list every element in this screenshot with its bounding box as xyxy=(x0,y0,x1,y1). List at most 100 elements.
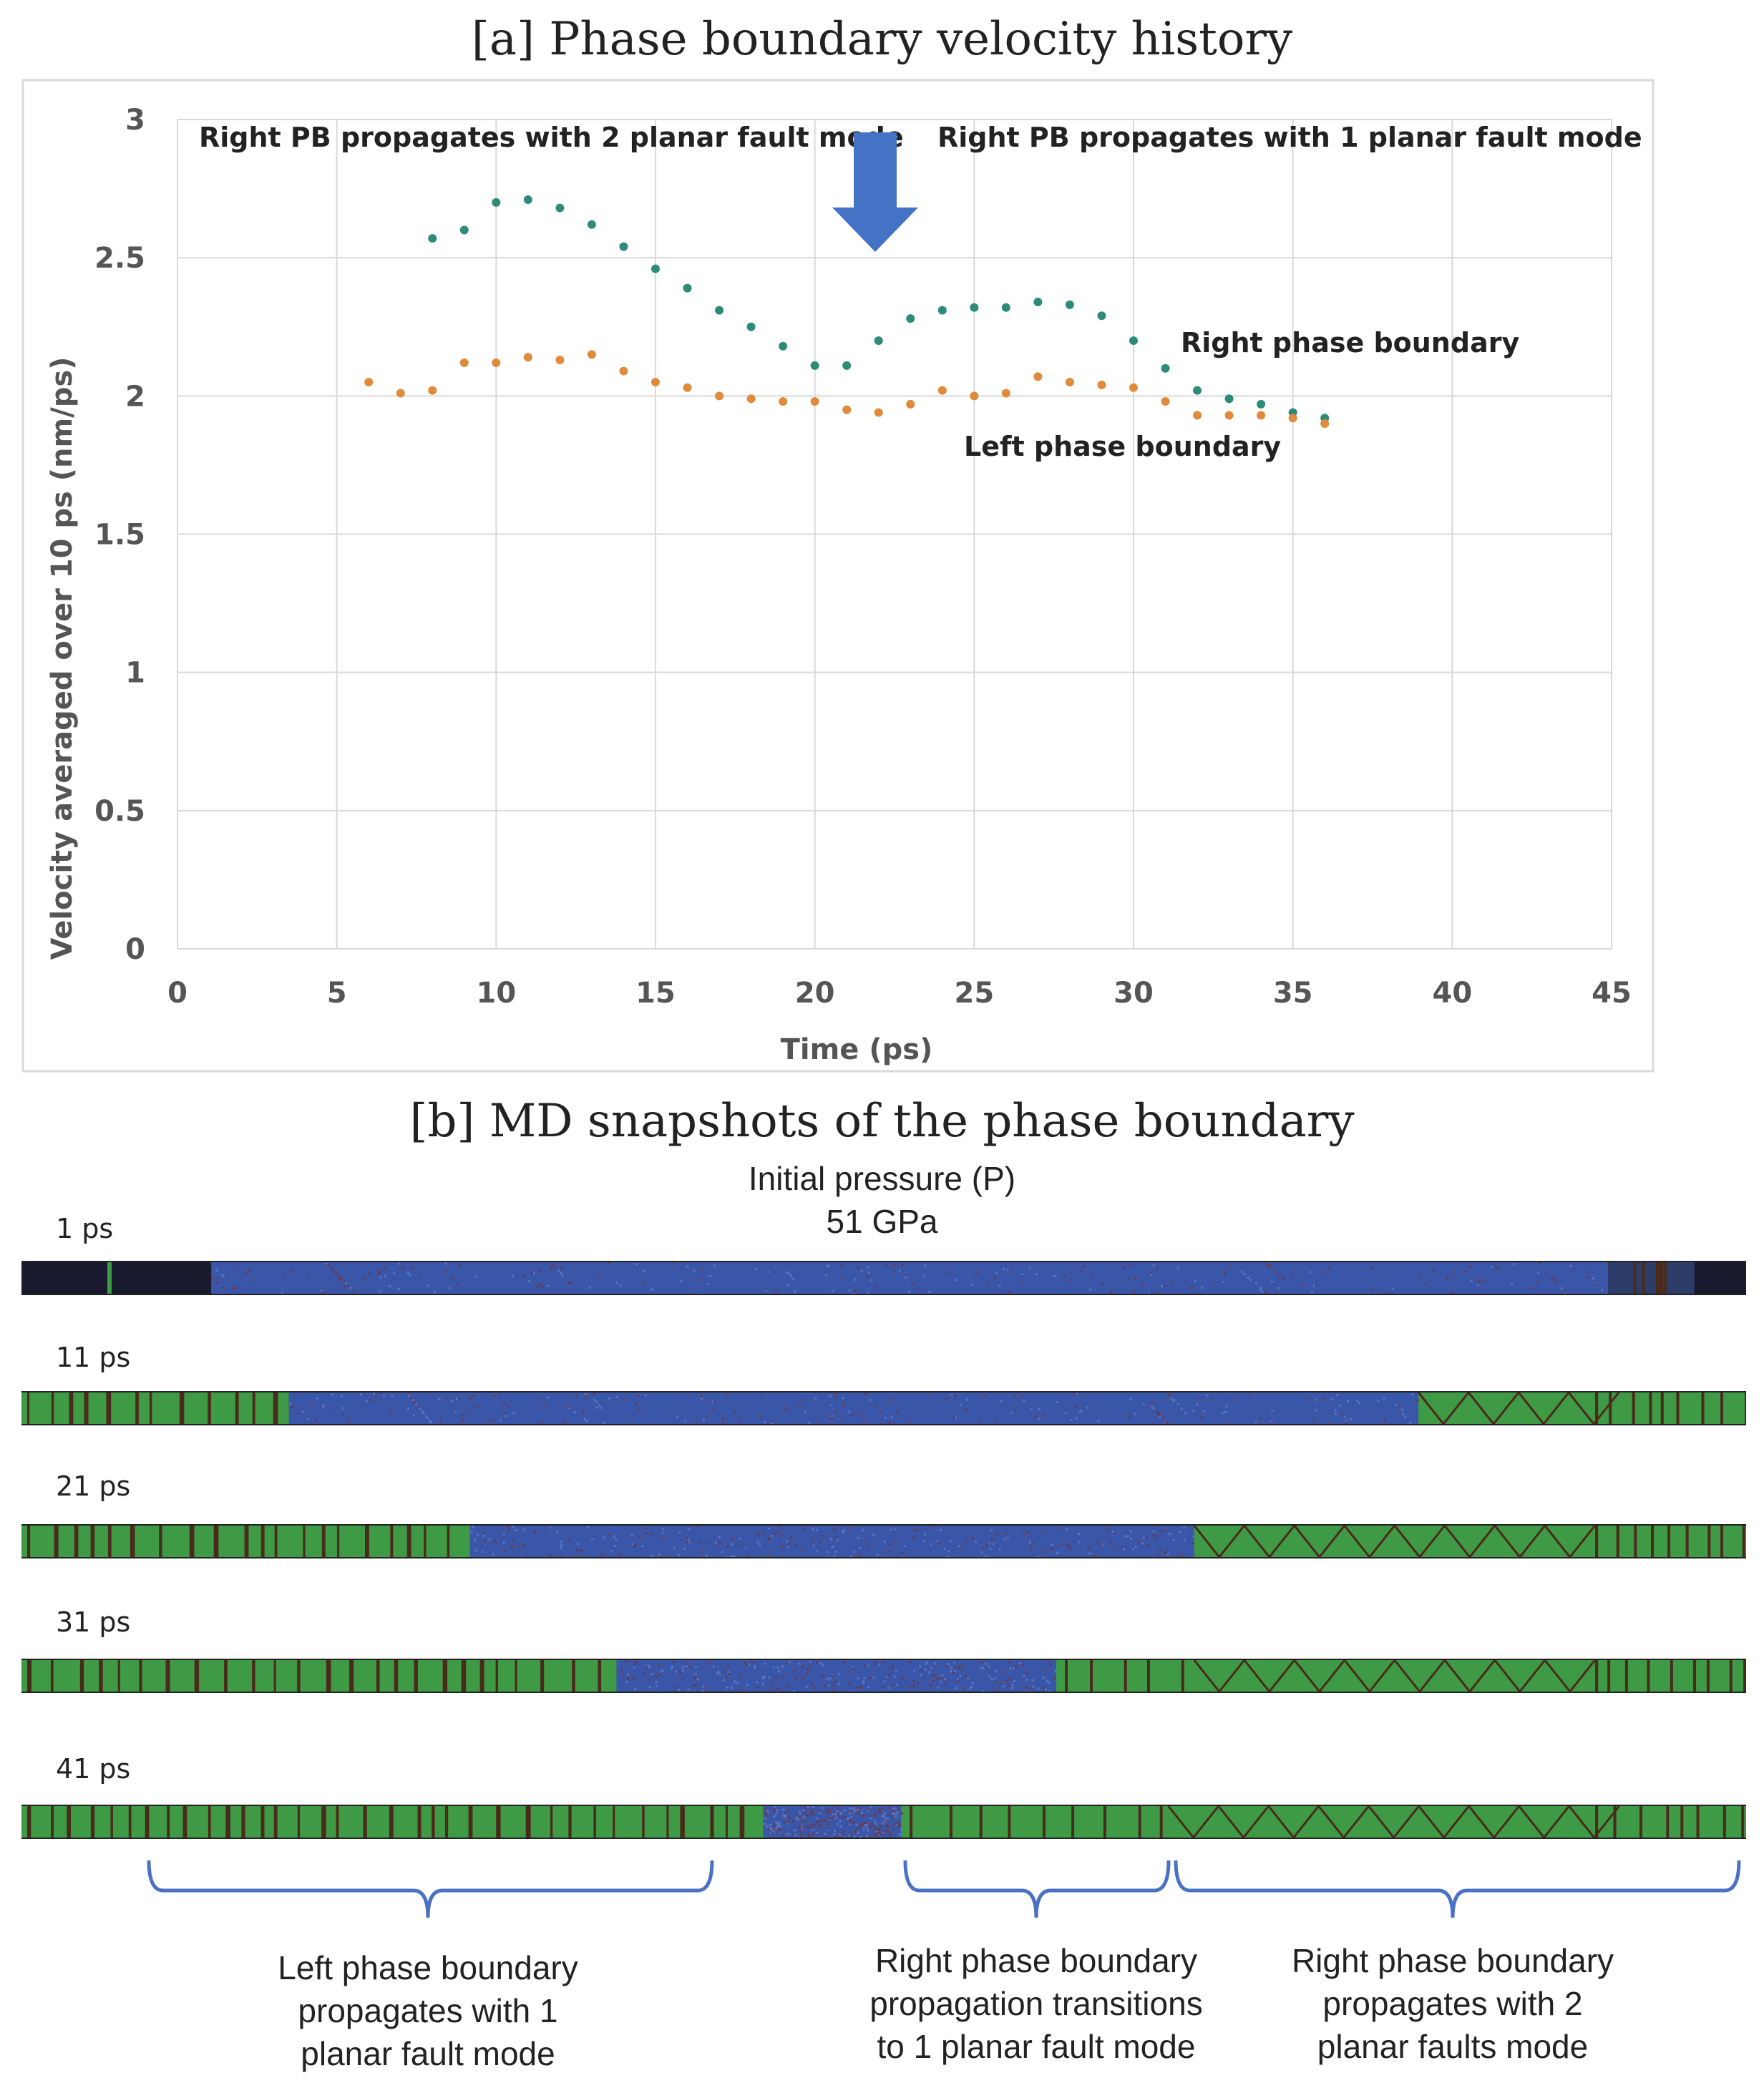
left-boundary-point xyxy=(587,350,596,359)
y-tick-label: 1 xyxy=(125,657,145,690)
right-boundary-point xyxy=(1033,297,1043,306)
left-boundary-point xyxy=(523,353,532,362)
left-boundary-point xyxy=(459,358,469,367)
right-boundary-point xyxy=(492,197,501,207)
snapshot-strip-41ps xyxy=(21,1805,1746,1839)
right-boundary-point xyxy=(1065,300,1074,309)
right-boundary-point xyxy=(810,361,819,370)
right-boundary-point xyxy=(1193,386,1202,395)
left-boundary-point xyxy=(1097,380,1106,389)
right-boundary-point xyxy=(842,361,852,370)
snapshot-label-21ps: 21 ps xyxy=(56,1470,131,1502)
left-boundary-point xyxy=(555,356,565,365)
annotation-right-phase-boundary: Right phase boundary xyxy=(1181,327,1519,358)
left-boundary-point xyxy=(937,386,947,395)
right-boundary-point xyxy=(1257,399,1266,409)
right-boundary-point xyxy=(523,195,532,205)
chart-grid xyxy=(177,119,1612,950)
left-boundary-point xyxy=(1161,397,1170,406)
brace-left-line-2: propagates with 1 xyxy=(298,1992,558,2029)
right-boundary-point xyxy=(428,234,437,243)
left-boundary-point xyxy=(810,397,819,406)
left-boundary-point xyxy=(683,383,692,392)
y-tick-label: 0 xyxy=(125,933,145,966)
left-boundary-point xyxy=(779,397,788,406)
left-boundary-point xyxy=(396,389,405,398)
x-tick-label: 40 xyxy=(1432,977,1472,1010)
panel-a-title: [a] Phase boundary velocity history xyxy=(471,13,1293,66)
left-boundary-point xyxy=(1193,411,1202,420)
snapshot-strip-21ps xyxy=(21,1524,1746,1558)
brace-right-line-2: propagates with 2 xyxy=(1322,1985,1583,2022)
brace-middle-line-2: propagation transitions xyxy=(869,1985,1203,2022)
snapshot-strip-1ps xyxy=(21,1261,1746,1295)
x-tick-label: 5 xyxy=(327,977,347,1010)
right-boundary-point xyxy=(1001,303,1010,312)
right-boundary-point xyxy=(874,336,883,346)
x-tick-labels: 0 5 10 15 20 25 30 35 40 45 xyxy=(167,977,1632,1010)
right-boundary-point xyxy=(779,341,788,351)
left-boundary-point xyxy=(842,405,852,414)
x-tick-label: 45 xyxy=(1592,977,1632,1010)
left-boundary-point xyxy=(970,391,979,401)
snapshot-label-1ps: 1 ps xyxy=(56,1213,114,1244)
right-boundary-point xyxy=(1129,336,1138,346)
right-boundary-point xyxy=(651,264,660,273)
left-boundary-point xyxy=(1033,372,1043,381)
annotation-1-fault-mode: Right PB propagates with 1 planar fault … xyxy=(937,122,1642,153)
brace-middle xyxy=(903,1860,1171,1918)
right-boundary-point xyxy=(683,283,692,293)
y-axis-label: Velocity averaged over 10 ps (nm/ps) xyxy=(46,357,79,960)
right-boundary-point xyxy=(1097,311,1106,321)
brace-label-middle: Right phase boundary propagation transit… xyxy=(825,1939,1247,2068)
x-axis-label: Time (ps) xyxy=(781,1033,933,1066)
x-tick-label: 35 xyxy=(1273,977,1313,1010)
right-boundary-point xyxy=(1161,364,1170,373)
y-tick-label: 0.5 xyxy=(94,795,145,828)
y-tick-label: 2 xyxy=(125,380,145,413)
left-boundary-point xyxy=(874,408,883,417)
brace-middle-line-3: to 1 planar fault mode xyxy=(877,2028,1196,2065)
left-boundary-point xyxy=(364,378,374,387)
panel-b-title: [b] MD snapshots of the phase boundary xyxy=(409,1095,1355,1148)
left-boundary-point xyxy=(1288,414,1297,423)
left-boundary-point xyxy=(619,366,628,376)
x-tick-label: 30 xyxy=(1114,977,1154,1010)
brace-left xyxy=(147,1860,714,1918)
annotation-left-phase-boundary: Left phase boundary xyxy=(964,431,1281,462)
pressure-line-1: Initial pressure (P) xyxy=(748,1160,1016,1197)
right-boundary-point xyxy=(1224,394,1234,404)
left-boundary-point xyxy=(1129,383,1138,392)
brace-left-line-1: Left phase boundary xyxy=(278,1949,578,1986)
x-tick-label: 20 xyxy=(795,977,835,1010)
annotation-2-fault-mode: Right PB propagates with 2 planar fault … xyxy=(199,122,904,153)
left-boundary-point xyxy=(1065,378,1074,387)
left-boundary-point xyxy=(492,358,501,367)
snapshot-label-31ps: 31 ps xyxy=(56,1606,131,1638)
snapshot-strip-11ps xyxy=(21,1391,1746,1425)
pressure-line-2: 51 GPa xyxy=(826,1203,938,1240)
left-boundary-point xyxy=(651,378,660,387)
x-tick-label: 15 xyxy=(635,977,676,1010)
left-boundary-point xyxy=(746,394,756,404)
y-tick-labels: 0 0.5 1 1.5 2 2.5 3 xyxy=(94,104,145,966)
right-boundary-point xyxy=(906,314,915,323)
data-points xyxy=(364,195,1330,428)
chart-frame xyxy=(21,79,1655,1073)
braces xyxy=(147,1860,1741,1918)
x-tick-label: 0 xyxy=(167,977,187,1010)
brace-right-line-3: planar faults mode xyxy=(1317,2028,1589,2065)
right-boundary-point xyxy=(746,322,756,331)
right-boundary-point xyxy=(715,306,724,315)
snapshot-label-11ps: 11 ps xyxy=(56,1342,131,1373)
left-boundary-point xyxy=(1001,389,1010,398)
right-boundary-point xyxy=(970,303,979,312)
brace-middle-line-1: Right phase boundary xyxy=(874,1942,1198,1979)
brace-label-left: Left phase boundary propagates with 1 pl… xyxy=(213,1946,643,2075)
brace-right-line-1: Right phase boundary xyxy=(1291,1942,1614,1979)
x-tick-label: 10 xyxy=(476,977,516,1010)
x-tick-label: 25 xyxy=(954,977,994,1010)
left-boundary-point xyxy=(428,386,437,395)
y-tick-label: 3 xyxy=(125,104,145,137)
